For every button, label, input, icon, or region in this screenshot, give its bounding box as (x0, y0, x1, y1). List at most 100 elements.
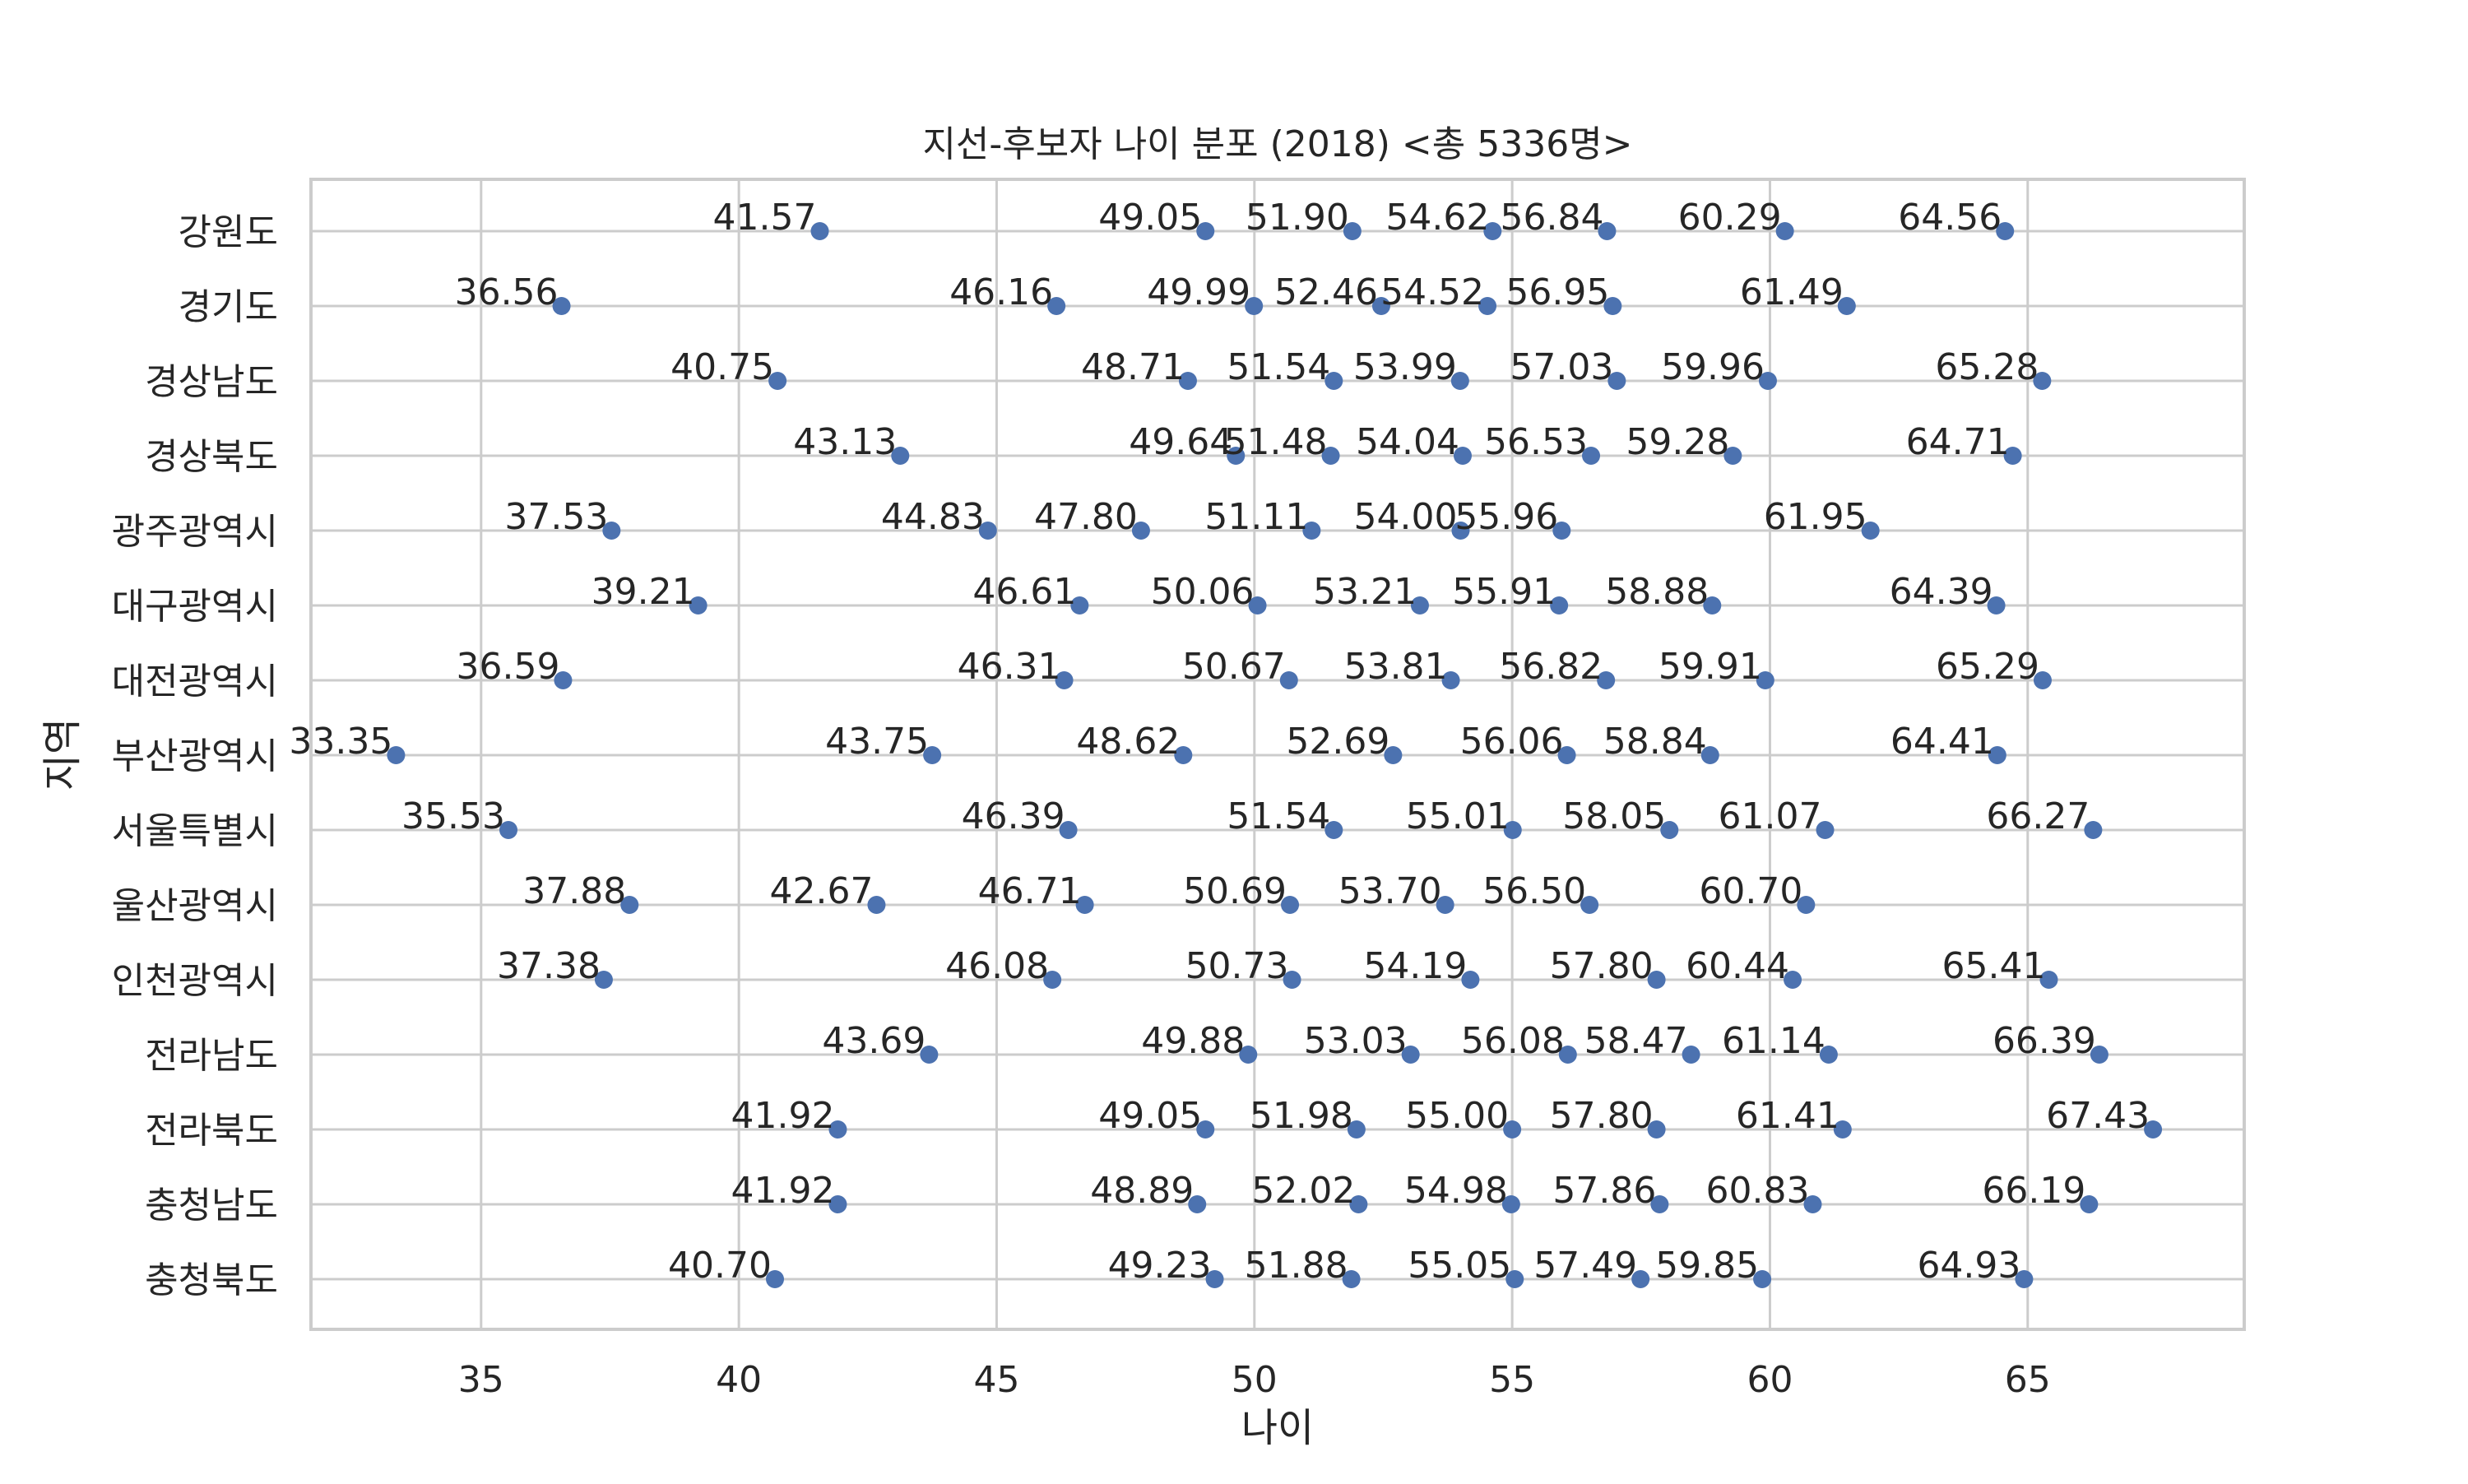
data-label: 59.96 (1661, 346, 1765, 388)
y-tick-label: 경기도 (179, 286, 278, 328)
y-tick-label: 인천광역시 (112, 960, 278, 1002)
y-tick-label: 대전광역시 (112, 661, 278, 703)
data-point (2080, 1195, 2099, 1213)
data-point (891, 447, 910, 465)
data-label: 37.38 (497, 945, 601, 987)
data-label: 46.16 (949, 271, 1053, 313)
data-point (766, 1270, 784, 1288)
data-point (1647, 1120, 1666, 1139)
data-label: 36.56 (455, 271, 559, 313)
data-point (1784, 971, 1802, 989)
data-label: 51.98 (1250, 1095, 1353, 1137)
data-point (1503, 821, 1522, 839)
data-label: 50.67 (1182, 646, 1286, 688)
data-label: 54.04 (1356, 421, 1459, 463)
data-label: 49.05 (1098, 197, 1202, 239)
data-point (689, 596, 707, 614)
y-tick-label: 부산광역시 (112, 735, 278, 777)
data-label: 47.80 (1034, 496, 1138, 538)
data-label: 51.54 (1227, 346, 1330, 388)
data-point (620, 896, 639, 914)
data-point (1478, 297, 1497, 315)
data-point (1756, 671, 1774, 689)
data-point (552, 297, 571, 315)
data-point (1196, 1120, 1215, 1139)
data-point (1597, 671, 1616, 689)
data-label: 55.00 (1405, 1095, 1509, 1137)
data-point (768, 372, 787, 390)
data-point (1453, 447, 1472, 465)
data-label: 56.82 (1499, 646, 1603, 688)
data-point (1401, 1046, 1420, 1064)
data-label: 46.61 (972, 571, 1076, 613)
data-point (1384, 746, 1403, 764)
data-label: 43.69 (822, 1020, 926, 1062)
data-point (1682, 1046, 1700, 1064)
data-label: 57.49 (1533, 1245, 1637, 1287)
data-point (1607, 372, 1626, 390)
data-label: 54.00 (1353, 496, 1457, 538)
data-label: 53.99 (1353, 346, 1457, 388)
data-label: 46.08 (945, 945, 1049, 987)
data-label: 57.80 (1550, 945, 1654, 987)
data-label: 66.39 (1992, 1020, 2096, 1062)
data-label: 56.84 (1500, 197, 1603, 239)
data-label: 52.02 (1251, 1170, 1355, 1212)
x-tick-label: 35 (458, 1359, 504, 1401)
y-tick-label: 대구광역시 (112, 586, 278, 628)
data-point (1188, 1195, 1207, 1213)
data-point (1324, 372, 1343, 390)
data-label: 56.53 (1484, 421, 1588, 463)
data-label: 54.98 (1404, 1170, 1508, 1212)
data-point (1174, 746, 1193, 764)
data-label: 49.64 (1129, 421, 1232, 463)
data-label: 53.03 (1304, 1020, 1408, 1062)
data-label: 49.05 (1098, 1095, 1202, 1137)
data-point (1043, 971, 1062, 989)
data-label: 50.06 (1151, 571, 1255, 613)
data-label: 43.75 (825, 721, 929, 763)
y-tick-label: 전라남도 (145, 1035, 278, 1077)
data-point (1582, 447, 1601, 465)
data-point (1988, 746, 2006, 764)
data-point (1347, 1120, 1366, 1139)
data-point (1055, 671, 1074, 689)
data-label: 66.27 (1986, 795, 2090, 837)
data-point (1205, 1270, 1224, 1288)
data-label: 57.80 (1550, 1095, 1654, 1137)
data-label: 51.88 (1245, 1245, 1348, 1287)
data-label: 59.85 (1655, 1245, 1759, 1287)
data-label: 36.59 (456, 646, 559, 688)
data-label: 58.88 (1605, 571, 1709, 613)
data-label: 53.21 (1313, 571, 1417, 613)
data-label: 64.39 (1890, 571, 1993, 613)
data-label: 65.41 (1942, 945, 2046, 987)
data-point (1647, 971, 1666, 989)
data-point (867, 896, 886, 914)
data-point (1047, 297, 1066, 315)
x-tick-label: 65 (2005, 1359, 2051, 1401)
data-label: 64.71 (1906, 421, 2010, 463)
data-point (1503, 1120, 1522, 1139)
data-point (1131, 522, 1150, 540)
data-label: 41.92 (731, 1095, 834, 1137)
data-point (1996, 222, 2015, 240)
data-point (1324, 821, 1343, 839)
y-tick-label: 울산광역시 (112, 885, 278, 927)
data-point (602, 522, 621, 540)
data-point (1758, 372, 1777, 390)
data-label: 48.71 (1081, 346, 1185, 388)
data-point (1436, 896, 1454, 914)
data-label: 50.69 (1183, 870, 1287, 912)
data-label: 51.54 (1227, 795, 1330, 837)
chart-title: 지선-후보자 나이 분포 (2018) <총 5336명> (922, 123, 1632, 165)
data-point (1281, 896, 1300, 914)
data-label: 56.06 (1460, 721, 1564, 763)
data-point (2003, 447, 2022, 465)
data-point (387, 746, 406, 764)
data-label: 49.23 (1108, 1245, 1212, 1287)
data-label: 64.41 (1890, 721, 1994, 763)
data-label: 58.05 (1562, 795, 1666, 837)
data-point (1837, 297, 1856, 315)
